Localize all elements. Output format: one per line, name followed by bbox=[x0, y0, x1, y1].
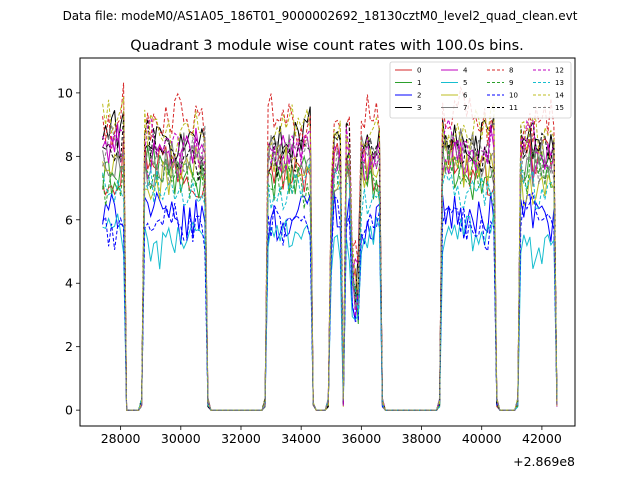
legend-label: 5 bbox=[463, 79, 467, 87]
legend-label: 4 bbox=[463, 67, 468, 75]
x-tick-label: 38000 bbox=[402, 431, 442, 446]
y-tick-label: 8 bbox=[65, 149, 73, 164]
chart-title: Quadrant 3 module wise count rates with … bbox=[130, 38, 524, 54]
axis-layer: 28000 30000 32000 34000 36000 38000 40000 42000… bbox=[57, 85, 562, 446]
legend-label: 10 bbox=[509, 92, 518, 100]
x-tick-label: 36000 bbox=[341, 431, 381, 446]
y-tick-label: 0 bbox=[65, 403, 73, 418]
legend-label: 11 bbox=[509, 104, 518, 112]
series-line-13 bbox=[102, 160, 558, 411]
legend-label: 0 bbox=[417, 67, 421, 75]
series-line-9 bbox=[102, 145, 558, 411]
legend-label: 14 bbox=[555, 92, 564, 100]
x-tick-label: 34000 bbox=[281, 431, 321, 446]
legend-label: 9 bbox=[509, 79, 513, 87]
legend-label: 7 bbox=[463, 104, 467, 112]
legend-label: 15 bbox=[555, 104, 564, 112]
y-tick-label: 2 bbox=[65, 339, 73, 354]
y-tick-label: 4 bbox=[65, 276, 73, 291]
legend-label: 2 bbox=[417, 92, 421, 100]
plot-frame bbox=[79, 57, 576, 427]
x-tick-label: 42000 bbox=[522, 431, 562, 446]
legend-box bbox=[389, 61, 572, 119]
legend-label: 3 bbox=[417, 104, 421, 112]
series-line-14 bbox=[102, 96, 558, 411]
x-tick-label: 32000 bbox=[221, 431, 261, 446]
series-line-10 bbox=[102, 192, 558, 411]
x-tick-label: 28000 bbox=[101, 431, 141, 446]
legend-label: 13 bbox=[555, 79, 564, 87]
x-tick-label: 30000 bbox=[161, 431, 201, 446]
y-tick-label: 10 bbox=[57, 85, 73, 100]
y-tick-label: 6 bbox=[65, 212, 73, 227]
series-layer bbox=[102, 82, 558, 411]
legend-label: 12 bbox=[555, 67, 564, 75]
legend-label: 8 bbox=[509, 67, 513, 75]
series-line-12 bbox=[102, 115, 558, 411]
chart-suptitle: Data file: modeM0/AS1A05_186T01_90000026… bbox=[63, 9, 578, 23]
legend-label: 6 bbox=[463, 92, 468, 100]
x-offset-label: +2.869e8 bbox=[513, 454, 575, 469]
series-line-15 bbox=[102, 124, 558, 411]
x-tick-label: 40000 bbox=[462, 431, 502, 446]
legend-label: 1 bbox=[417, 79, 421, 87]
